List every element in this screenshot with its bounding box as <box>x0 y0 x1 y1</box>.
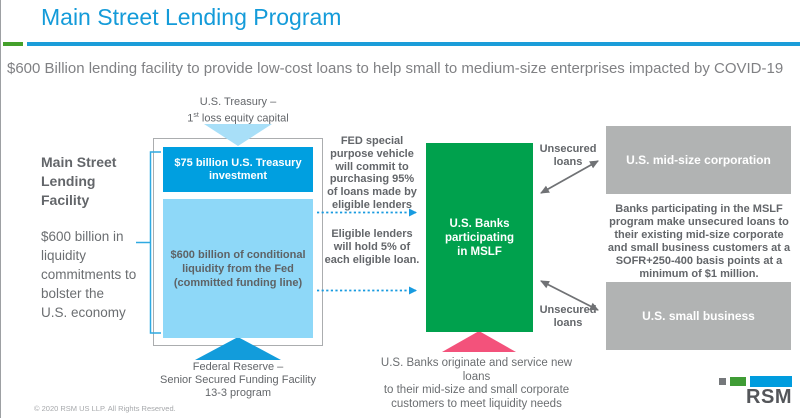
divider-green-segment <box>3 42 23 46</box>
spv-note: FED special purpose vehicle will commit … <box>327 135 417 211</box>
rsm-logo-blue-bar <box>750 376 792 387</box>
treasury-investment-box: $75 billion U.S. Treasury investment <box>163 147 313 192</box>
banks-up-arrow-icon <box>442 331 516 352</box>
divider-blue-line <box>27 42 800 46</box>
fed-liquidity-box: $600 billion of conditional liquidity fr… <box>163 199 313 338</box>
treasury-capital-label-line1: U.S. Treasury – <box>199 96 277 108</box>
small-business-box: U.S. small business <box>606 282 791 350</box>
us-banks-box: U.S. Banks participating in MSLF <box>426 143 533 332</box>
federal-reserve-label: Federal Reserve – Senior Secured Funding… <box>160 361 316 399</box>
unsecured-loans-label-bottom: Unsecured loans <box>539 304 597 329</box>
rsm-logo-gray-square <box>719 378 726 385</box>
federal-reserve-up-arrow-icon <box>195 337 281 360</box>
banks-originate-note: U.S. Banks originate and service new loa… <box>380 357 573 410</box>
facility-description: $600 billion in liquidity commitments to… <box>41 229 137 320</box>
copyright-footer: © 2020 RSM US LLP. All Rights Reserved. <box>34 404 176 413</box>
eligible-lenders-note: Eligible lenders will hold 5% of each el… <box>324 228 420 266</box>
midsize-corporation-box: U.S. mid-size corporation <box>606 126 791 194</box>
treasury-capital-label: U.S. Treasury – 1st loss equity capital <box>153 96 323 126</box>
subtitle: $600 Billion lending facility to provide… <box>7 60 784 77</box>
rsm-logo-text: RSM <box>746 386 792 408</box>
treasury-capital-label-line2: 1st loss equity capital <box>187 112 289 125</box>
mslf-terms-note: Banks participating in the MSLF program … <box>607 203 791 280</box>
page-title: Main Street Lending Program <box>41 4 342 30</box>
facility-label: Main Street Lending Facility <box>41 154 117 208</box>
unsecured-loans-label-top: Unsecured loans <box>539 143 597 168</box>
treasury-down-arrow-icon <box>204 124 272 146</box>
rsm-logo-green-bar <box>730 377 746 386</box>
